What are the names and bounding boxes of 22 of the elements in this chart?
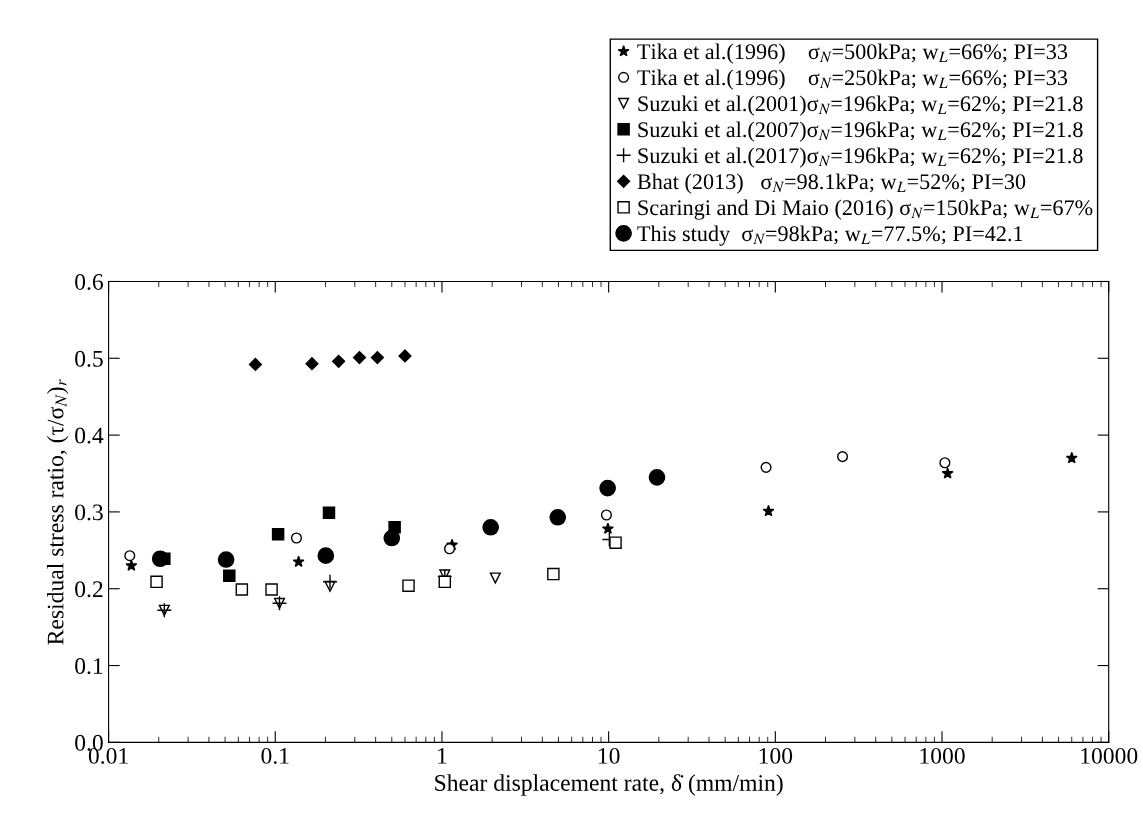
y-tick-label: 0.5 [75,350,103,367]
y-axis-title: Residual stress ratio, (τ/σ$_{N}$)$_{r}$ [46,379,69,645]
x-axis-title: Shear displacement rate, δ̇ (mm/min) [435,774,783,796]
legend-label: Suzuki et al.(2001)σ$_{N}$=196kPa; w$_{L}$=62%; PI=21.8 [638,95,1083,116]
x-tick-label: 10 [598,747,620,764]
x-tick-label: 10000 [1081,747,1138,764]
legend-label: Suzuki et al.(2017)σ$_{N}$=196kPa; w$_{L}$=62%; PI=21.8 [638,147,1083,168]
y-tick-label: 0.3 [75,504,103,521]
legend-label: Scaringi and Di Maio (2016) σ$_{N}$=150kPa; w$_{L}$=67% [638,199,1093,220]
x-tick-label: 100 [759,747,793,764]
legend-label: Tika et al.(1996) σ$_{N}$=500kPa; w$_{L}$=66%; PI=33 [637,43,1068,64]
legend-label: This study σ$_{N}$=98kPa; w$_{L}$=77.5%; PI=42.1 [637,225,1023,246]
y-tick-label: 0.2 [75,581,103,598]
legend-label: Tika et al.(1996) σ$_{N}$=250kPa; w$_{L}$=66%; PI=33 [637,69,1068,90]
y-tick-label: 0.4 [75,427,104,444]
y-tick-label: 0.1 [75,658,103,675]
x-tick-label: 1 [438,748,447,764]
y-tick-label: 0.6 [75,273,104,290]
x-tick-label: 0.1 [261,747,289,764]
legend-label: Suzuki et al.(2007)σ$_{N}$=196kPa; w$_{L}$=62%; PI=21.8 [638,121,1083,142]
legend-label: Bhat (2013) σ$_{N}$=98.1kPa; w$_{L}$=52%; PI=30 [637,173,1026,194]
x-tick-label: 1000 [920,747,965,764]
